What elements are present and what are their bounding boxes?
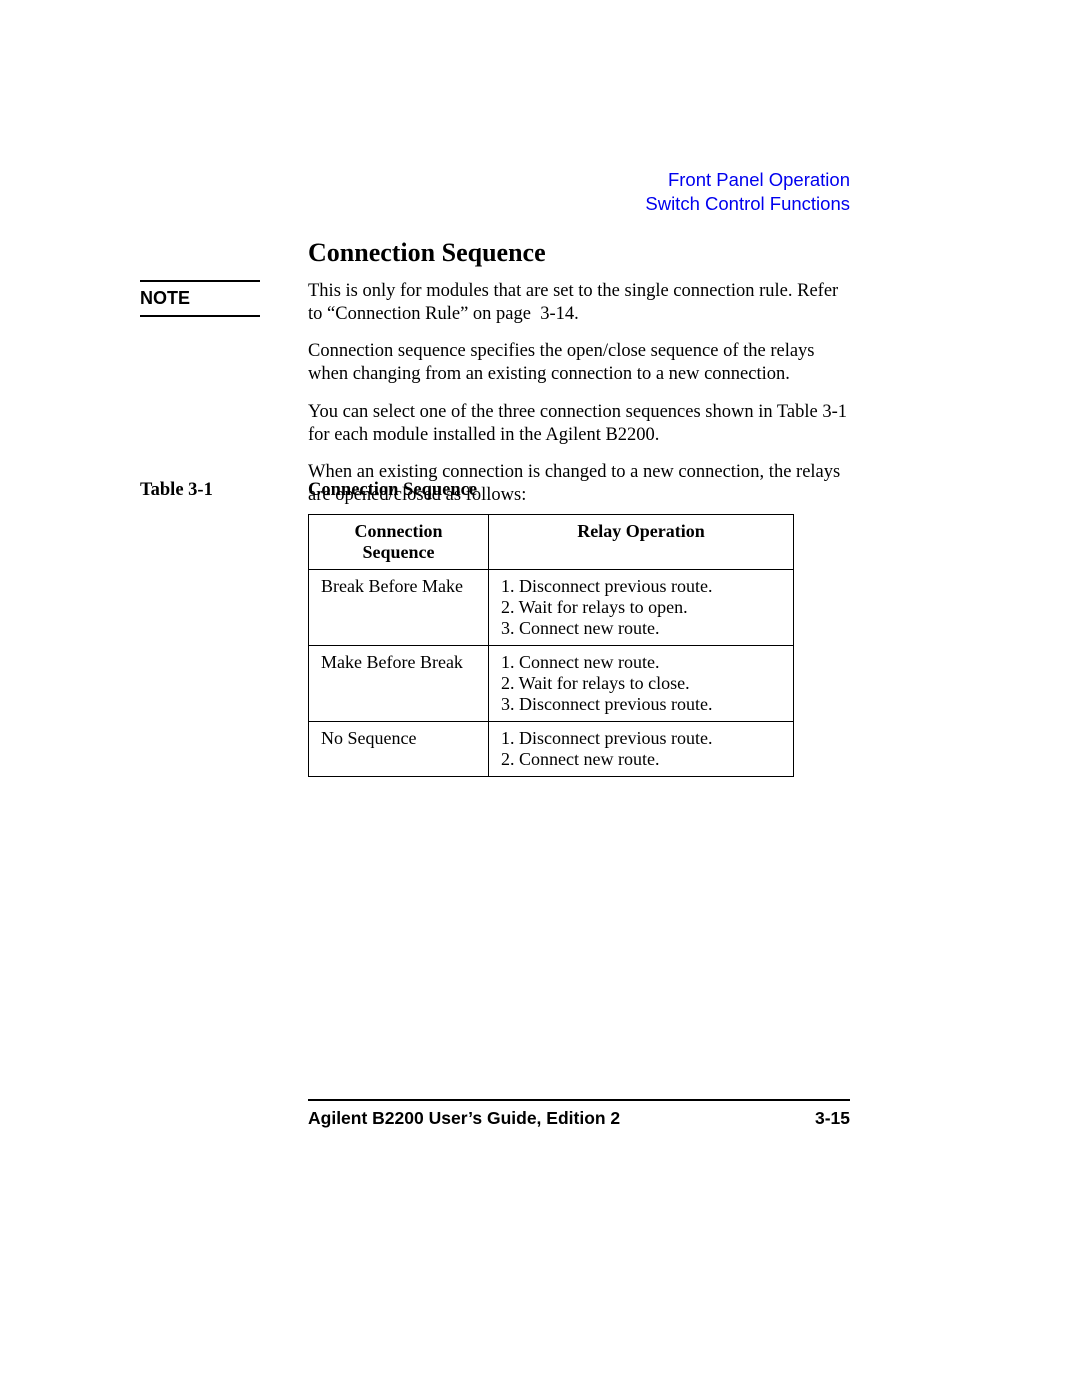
table-header-operation: Relay Operation [489, 515, 794, 570]
operation-cell: 1. Disconnect previous route. 2. Wait fo… [489, 570, 794, 646]
paragraph-2: You can select one of the three connecti… [308, 401, 850, 447]
header-link-1[interactable]: Front Panel Operation [668, 169, 850, 190]
operation-step: 1. Disconnect previous route. [501, 728, 781, 749]
table-caption: Connection Sequence [308, 480, 477, 501]
table-header-row: Connection Sequence Relay Operation [309, 515, 794, 570]
page-footer: Agilent B2200 User’s Guide, Edition 2 3-… [308, 1108, 850, 1129]
sequence-cell: No Sequence [309, 722, 489, 777]
sequence-cell: Break Before Make [309, 570, 489, 646]
paragraph-1: Connection sequence specifies the open/c… [308, 340, 850, 386]
footer-page-number: 3-15 [815, 1108, 850, 1129]
operation-step: 1. Connect new route. [501, 652, 781, 673]
table-number: Table 3-1 [140, 480, 213, 501]
operation-step: 3. Connect new route. [501, 618, 781, 639]
sequence-cell: Make Before Break [309, 646, 489, 722]
header-breadcrumb: Front Panel Operation Switch Control Fun… [645, 168, 850, 216]
table-row: No Sequence 1. Disconnect previous route… [309, 722, 794, 777]
note-label: NOTE [140, 280, 260, 317]
operation-cell: 1. Disconnect previous route. 2. Connect… [489, 722, 794, 777]
section-title: Connection Sequence [308, 238, 546, 268]
connection-sequence-table: Connection Sequence Relay Operation Brea… [308, 514, 794, 777]
table-header-sequence: Connection Sequence [309, 515, 489, 570]
operation-step: 2. Wait for relays to close. [501, 673, 781, 694]
table-row: Make Before Break 1. Connect new route. … [309, 646, 794, 722]
operation-step: 2. Connect new route. [501, 749, 781, 770]
note-text: This is only for modules that are set to… [308, 280, 850, 326]
table-row: Break Before Make 1. Disconnect previous… [309, 570, 794, 646]
footer-rule [308, 1099, 850, 1101]
document-page: Front Panel Operation Switch Control Fun… [140, 0, 850, 1397]
footer-guide-title: Agilent B2200 User’s Guide, Edition 2 [308, 1108, 620, 1129]
operation-cell: 1. Connect new route. 2. Wait for relays… [489, 646, 794, 722]
operation-step: 2. Wait for relays to open. [501, 597, 781, 618]
header-link-2[interactable]: Switch Control Functions [645, 193, 850, 214]
operation-step: 1. Disconnect previous route. [501, 576, 781, 597]
operation-step: 3. Disconnect previous route. [501, 694, 781, 715]
